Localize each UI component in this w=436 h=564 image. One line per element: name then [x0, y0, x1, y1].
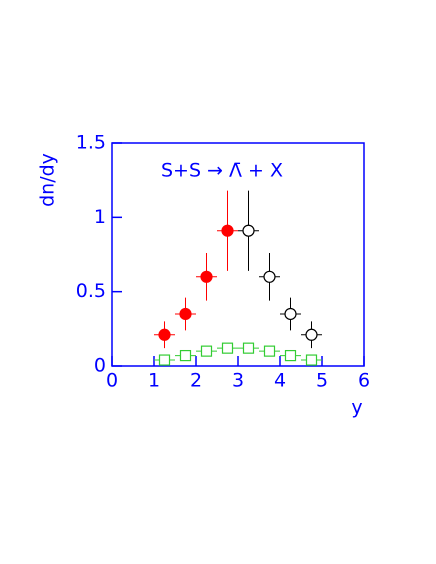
x-tick-label: 4 [274, 370, 286, 392]
marker [305, 354, 318, 366]
chart-title: S+S → Λ̄ + X [161, 160, 283, 182]
x-tick-label: 6 [358, 370, 370, 392]
marker [179, 349, 192, 362]
y-axis-label: dn/dy [37, 153, 59, 207]
x-tick-label: 3 [232, 370, 244, 392]
marker [179, 307, 192, 321]
marker [263, 270, 276, 283]
y-tick-label: 0 [94, 355, 106, 377]
marker [242, 342, 255, 354]
x-tick-label: 2 [190, 370, 202, 392]
x-tick-label: 1 [148, 370, 160, 392]
x-tick-label: 0 [106, 370, 118, 392]
marker [284, 307, 297, 321]
marker [284, 349, 297, 362]
marker [242, 224, 255, 237]
x-tick-label: 5 [316, 370, 328, 392]
y-tick-label: 1.5 [76, 132, 106, 154]
marker [221, 224, 234, 237]
y-tick-label: 0.5 [76, 280, 106, 302]
marker [305, 328, 318, 341]
marker [158, 328, 171, 341]
marker [200, 270, 213, 283]
x-axis-label: y [351, 397, 362, 419]
marker [200, 345, 213, 357]
y-tick-label: 1 [94, 206, 106, 228]
marker [263, 345, 276, 357]
marker [221, 342, 234, 354]
marker [158, 354, 171, 366]
